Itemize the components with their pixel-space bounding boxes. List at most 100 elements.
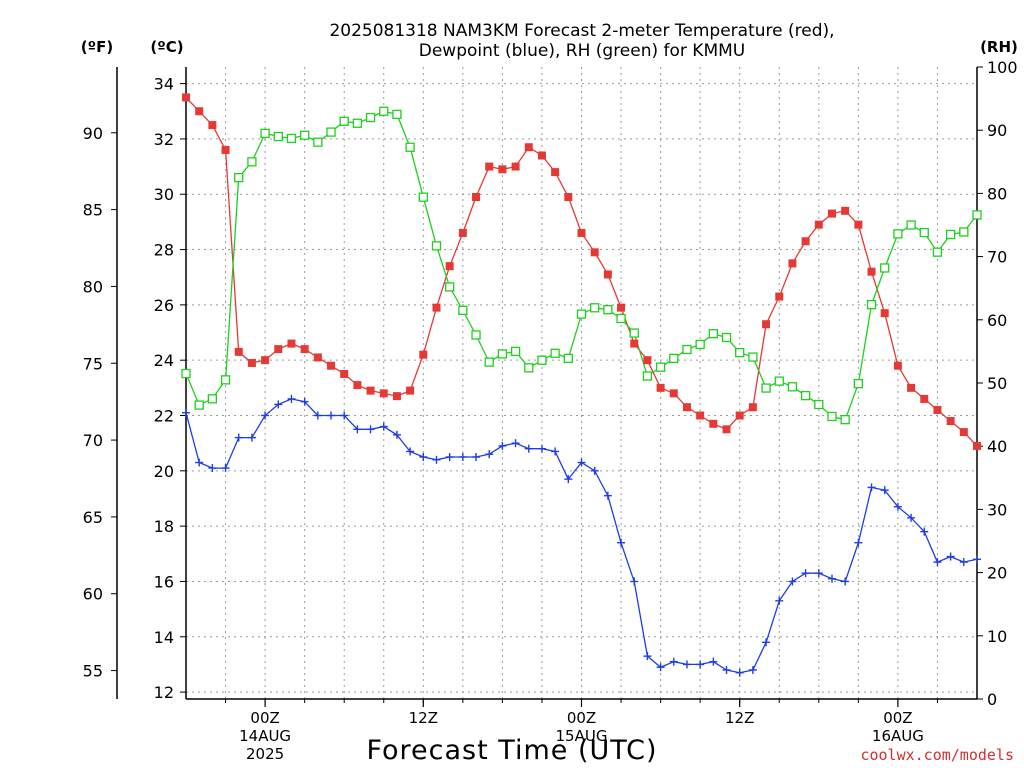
dewpoint-point (709, 657, 718, 666)
rh-point (484, 357, 494, 367)
dewpoint-point (867, 483, 876, 492)
fahrenheit-tick-label: 70 (83, 431, 103, 450)
rh-point (286, 133, 297, 144)
temperature-point (880, 309, 889, 318)
x-tick-date-label: 14AUG (239, 727, 291, 745)
temperature-point (287, 339, 296, 348)
x-tick-year-label: 2025 (246, 745, 284, 763)
rh-point (590, 303, 600, 313)
dewpoint-point (247, 433, 256, 442)
rh-point (220, 375, 231, 385)
temperature-point (722, 425, 731, 434)
temperature-point (814, 220, 823, 229)
dewpoint-point (682, 660, 691, 669)
dewpoint-point (313, 411, 322, 420)
dewpoint-point (933, 558, 942, 567)
fahrenheit-tick-label: 75 (83, 354, 103, 373)
fahrenheit-tick-label: 85 (83, 201, 103, 220)
temperature-point (735, 411, 744, 420)
temperature-point (577, 228, 586, 237)
rh-point (207, 394, 218, 404)
rh-point (774, 376, 784, 386)
dewpoint-point (379, 422, 388, 431)
rh-point (326, 127, 336, 137)
x-axis-title: Forecast Time (UTC) (366, 735, 657, 766)
rh-point (814, 399, 824, 410)
dewpoint-point (511, 439, 520, 448)
rh-point (431, 241, 442, 251)
rh-point (642, 371, 653, 381)
temperature-point (854, 220, 863, 229)
dewpoint-point (643, 652, 652, 661)
temperature-point (234, 347, 243, 356)
rh-point (194, 400, 204, 410)
dewpoint-point (722, 665, 731, 674)
temperature-point (748, 403, 757, 412)
rh-tick-label: 40 (987, 437, 1007, 456)
temperature-point (907, 383, 916, 392)
temperature-point (261, 356, 270, 365)
rh-point (603, 305, 613, 315)
rh-point (405, 142, 415, 152)
dewpoint-point (946, 552, 955, 561)
dewpoint-point (432, 455, 441, 464)
rh-point (260, 128, 270, 139)
temperature-point (867, 267, 876, 276)
x-tick-date-label: 15AUG (556, 727, 608, 745)
rh-point (352, 118, 363, 128)
dewpoint-point (775, 596, 784, 605)
temperature-point (366, 386, 375, 395)
rh-point (181, 368, 191, 379)
dewpoint-point (300, 397, 309, 406)
rh-point (721, 332, 732, 343)
dewpoint-point (406, 447, 415, 456)
dewpoint-point (564, 475, 573, 484)
rh-point (234, 172, 244, 183)
temperature-point (458, 228, 467, 237)
rh-tick-label: 20 (987, 564, 1007, 583)
rh-point (247, 157, 257, 167)
temperature-point (762, 320, 771, 329)
temperature-point (445, 262, 454, 271)
dewpoint-point (327, 411, 336, 420)
rh-point (972, 210, 982, 220)
credit-link[interactable]: coolwx.com/models (860, 746, 1014, 764)
temperature-point (920, 394, 929, 403)
dewpoint-point (590, 466, 599, 475)
temperature-point (511, 162, 520, 171)
rh-point (365, 112, 376, 123)
dewpoint-point (735, 668, 744, 677)
temperature-point (485, 162, 494, 171)
chart-title-line2: Dewpoint (blue), RH (green) for KMMU (419, 41, 746, 61)
celsius-unit-label: (ºC) (150, 38, 183, 56)
dewpoint-point (893, 502, 902, 511)
rh-point (853, 378, 863, 389)
dewpoint-point (788, 577, 797, 586)
temperature-point (313, 353, 322, 362)
rh-point (945, 229, 956, 240)
dewpoint-point (221, 464, 230, 473)
celsius-tick-label: 18 (154, 517, 174, 536)
temperature-point (327, 361, 336, 370)
dewpoint-point (669, 657, 678, 666)
temperature-point (392, 392, 401, 401)
celsius-tick-label: 22 (154, 406, 174, 425)
dewpoint-point (537, 444, 546, 453)
temperature-point (524, 143, 533, 152)
rh-point (339, 116, 349, 127)
rh-tick-label: 10 (987, 627, 1007, 646)
temperature-point (617, 303, 626, 312)
temperature-point (959, 428, 968, 437)
dewpoint-point (234, 433, 243, 442)
x-tick-label: 00Z (883, 709, 912, 727)
x-tick-label: 12Z (409, 709, 438, 727)
rh-point (669, 353, 679, 364)
rh-point (695, 339, 705, 350)
rh-point (313, 137, 323, 147)
rh-point (524, 363, 534, 373)
x-tick-label: 12Z (725, 709, 754, 727)
rh-point (800, 390, 811, 401)
temperature-point (340, 370, 349, 379)
rh-point (445, 282, 455, 292)
temperature-point (300, 345, 309, 354)
